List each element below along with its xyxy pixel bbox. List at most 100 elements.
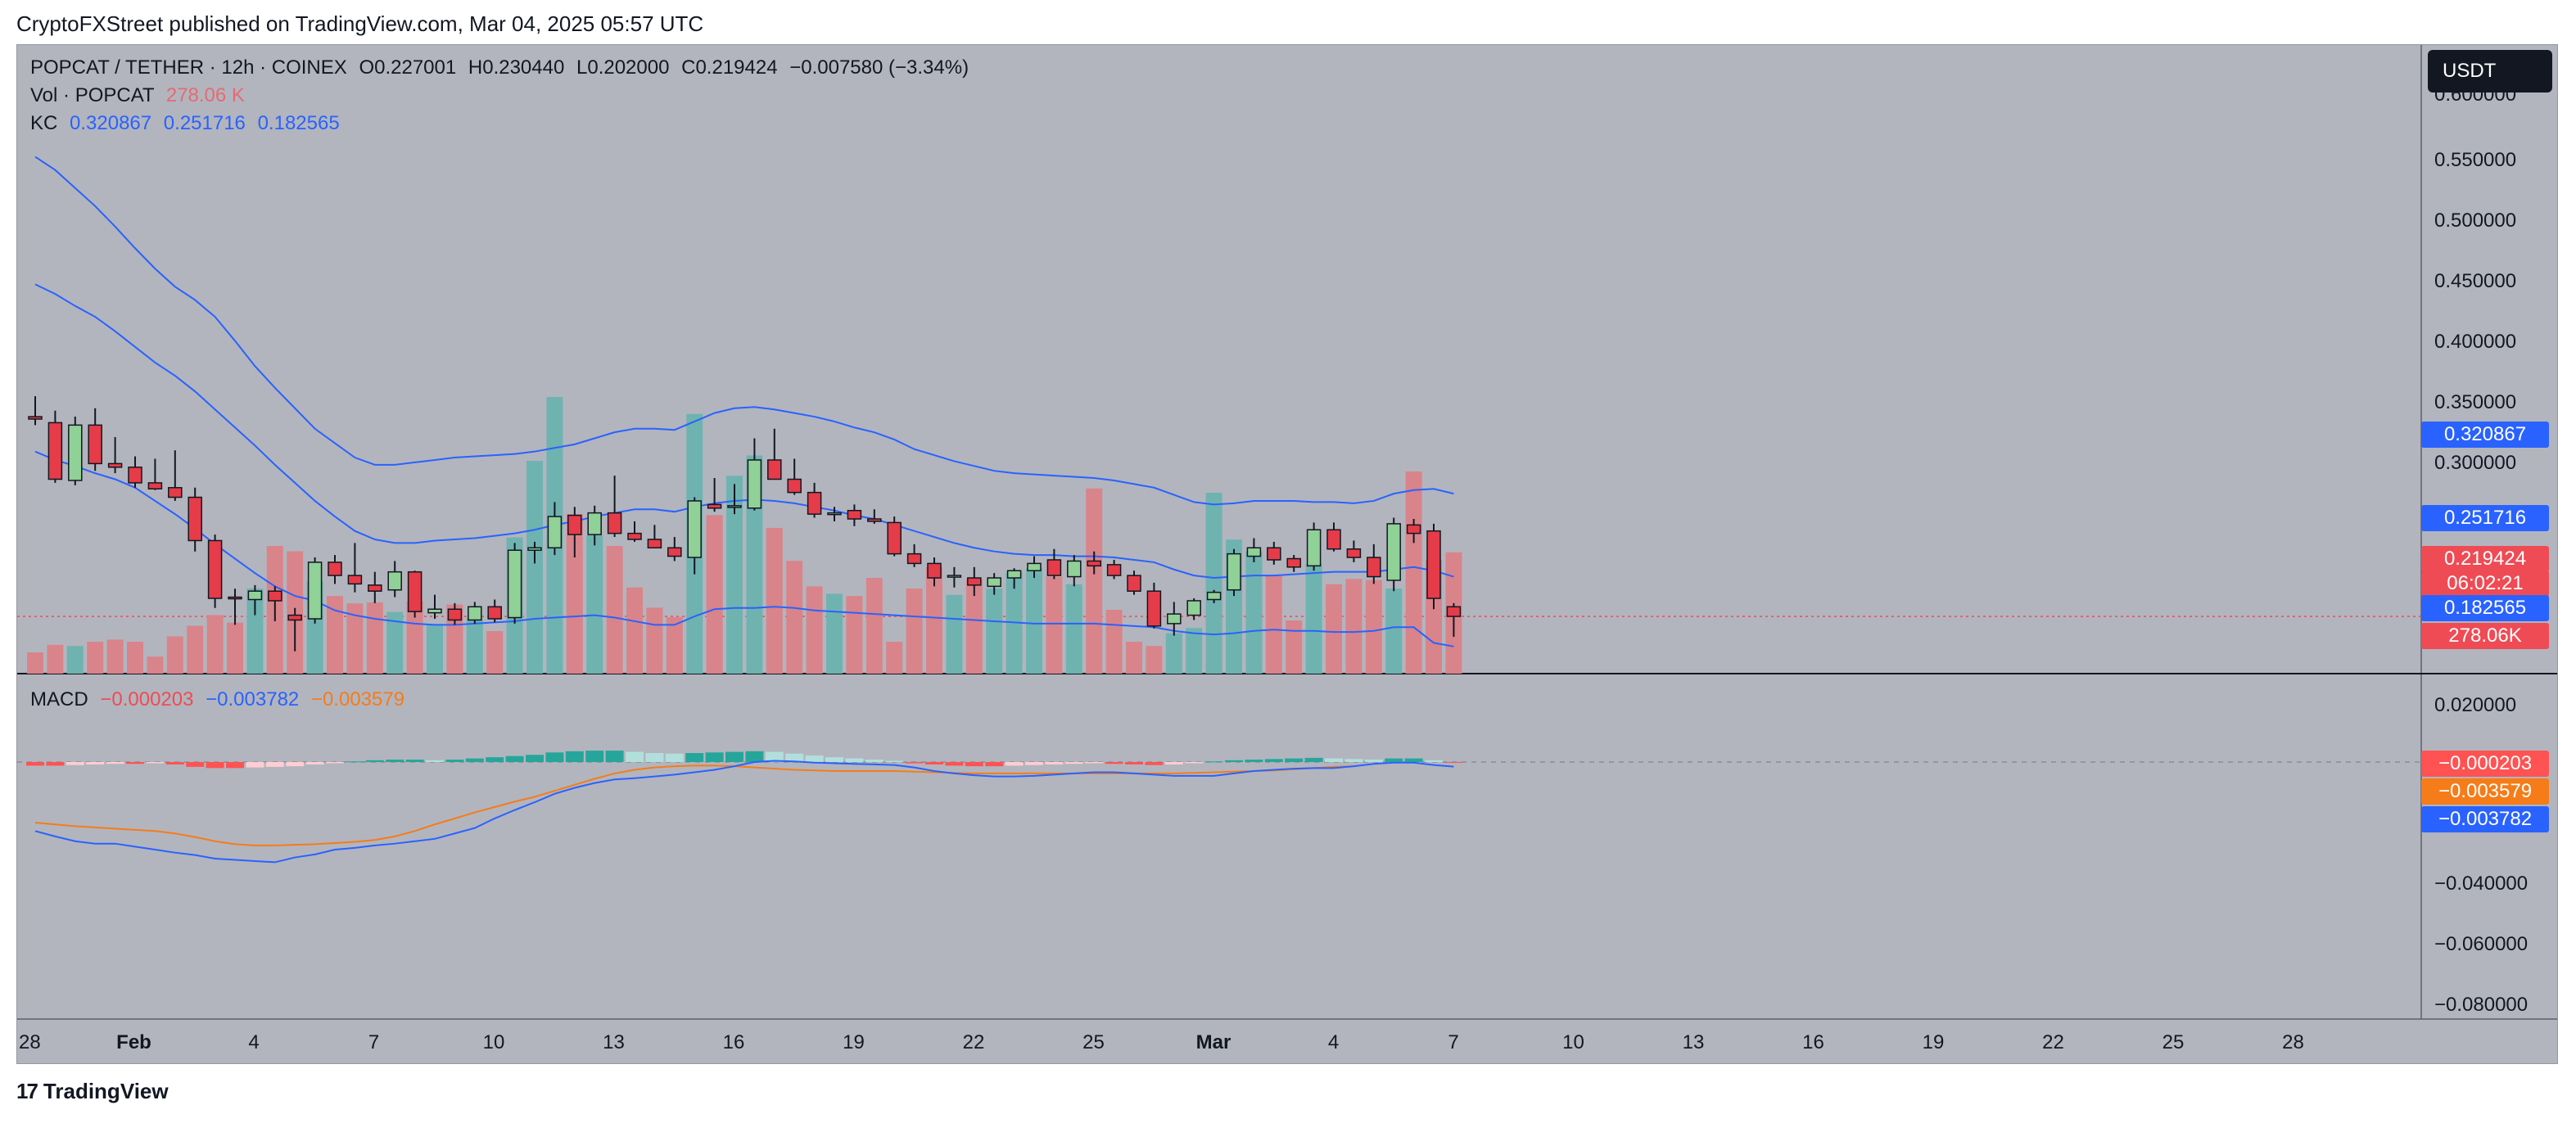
volume-bar [906, 589, 923, 674]
volume-label: Vol · POPCAT [30, 84, 155, 106]
macd-tick-label: 0.020000 [2434, 694, 2516, 716]
kc-label: KC [30, 112, 58, 134]
time-tick-label: 28 [19, 1031, 41, 1053]
legend-close: C0.219424 [681, 56, 778, 79]
candle-body [147, 482, 163, 490]
legend-low: L0.202000 [576, 56, 670, 79]
macd-hist-bar [206, 762, 224, 769]
time-tick-label: 7 [1448, 1031, 1458, 1053]
time-tick-label: 16 [1802, 1031, 1824, 1053]
time-tick-label: Feb [116, 1031, 151, 1053]
volume-bar [666, 617, 683, 674]
candle-body [1087, 560, 1101, 567]
macd-line [34, 760, 1454, 864]
candle-body [1186, 600, 1201, 616]
candle-body [847, 509, 862, 520]
candle-body [787, 478, 802, 494]
candle-body [767, 459, 782, 480]
candle-body [387, 571, 402, 591]
candle-body [168, 487, 183, 498]
macd-hist-bar [1125, 762, 1143, 764]
macd-hist-bar [1164, 762, 1183, 764]
candle-body [188, 496, 202, 542]
price-tick-label: 0.450000 [2434, 270, 2516, 292]
macd-signal-badge: −0.003579 [2421, 778, 2549, 805]
candle-body [1027, 562, 1042, 571]
macd-hist-bar [405, 760, 424, 762]
volume-bar [806, 586, 823, 674]
candle-body [407, 571, 423, 612]
volume-bar [1046, 576, 1063, 674]
volume-bar [227, 622, 243, 674]
volume-bar [427, 625, 443, 674]
time-tick-label: 25 [1082, 1031, 1105, 1053]
macd-hist-bar [305, 762, 324, 764]
kc-lower-badge: 0.182565 [2421, 595, 2549, 621]
volume-bar [466, 618, 483, 674]
volume-bar [27, 652, 43, 674]
candle-body [1426, 530, 1441, 599]
macd-hist-bar [445, 760, 464, 762]
macd-hist-bar [186, 762, 205, 767]
volume-bar [166, 636, 183, 674]
macd-hist-badge: −0.000203 [2421, 751, 2549, 777]
candle-body [107, 462, 123, 468]
currency-button[interactable]: USDT [2428, 50, 2552, 92]
candle-body [1386, 523, 1401, 581]
macd-signal-line [34, 764, 1354, 846]
candle-body [1067, 560, 1082, 578]
volume-bar [386, 611, 404, 674]
volume-bar [127, 642, 143, 674]
volume-bar [606, 546, 623, 674]
macd-hist-bar [665, 753, 684, 762]
macd-tick-label: −0.060000 [2434, 933, 2528, 955]
macd-hist-bar [745, 751, 764, 762]
chart-area[interactable]: 0.600000 0.550000 0.500000 0.450000 0.400000… [16, 44, 2558, 1064]
chart-canvas[interactable]: 0.6000000.5500000.5000000.4500000.400000… [17, 45, 2558, 1064]
macd-hist-bar [1005, 762, 1024, 766]
candle-body [727, 505, 742, 508]
macd-hist-bar [985, 762, 1004, 767]
macd-hist-bar [545, 752, 564, 762]
candle-body [1146, 590, 1162, 627]
volume-bar [246, 589, 264, 674]
macd-hist-bar [1304, 757, 1323, 762]
candle-body [887, 521, 902, 555]
legend-change: −0.007580 (−3.34%) [789, 56, 969, 79]
macd-hist-bar [905, 762, 924, 764]
candle-body [287, 614, 302, 621]
macd-hist-bar [1364, 760, 1383, 762]
macd-hist-bar [365, 760, 384, 762]
attribution-text: CryptoFXStreet published on TradingView.… [16, 11, 704, 36]
time-tick-label: 25 [2162, 1031, 2185, 1053]
volume-bar [1065, 584, 1082, 674]
volume-bar [1365, 580, 1382, 674]
macd-hist-bar [705, 752, 724, 762]
tradingview-logo[interactable]: 17 TradingView [16, 1079, 169, 1104]
macd-hist-value: −0.000203 [100, 688, 194, 710]
volume-bar [1245, 551, 1263, 674]
volume-bar [446, 604, 463, 674]
macd-hist-bar [725, 751, 743, 762]
candle-body [1106, 564, 1122, 576]
time-tick-label: 13 [1683, 1031, 1705, 1053]
macd-hist-bar [1245, 760, 1263, 762]
kc-lower-line [34, 450, 1454, 647]
candle-body [507, 549, 522, 619]
volume-bar [406, 601, 423, 674]
volume-bar [187, 625, 204, 674]
tradingview-logo-icon: 17 [16, 1079, 38, 1103]
volume-legend: Vol · POPCAT 278.06 K [30, 84, 245, 107]
candle-body [1227, 552, 1241, 591]
macd-hist-bar [146, 762, 165, 764]
candle-body [906, 552, 922, 565]
candle-body [247, 590, 263, 601]
macd-hist-bar [645, 753, 664, 762]
candle-body [747, 459, 762, 509]
candle-body [1006, 570, 1022, 579]
candle-body [128, 467, 142, 484]
time-tick-label: 28 [2282, 1031, 2304, 1053]
volume-bar [1305, 564, 1322, 674]
candle-body [1167, 613, 1182, 625]
candle-body [1446, 606, 1462, 617]
